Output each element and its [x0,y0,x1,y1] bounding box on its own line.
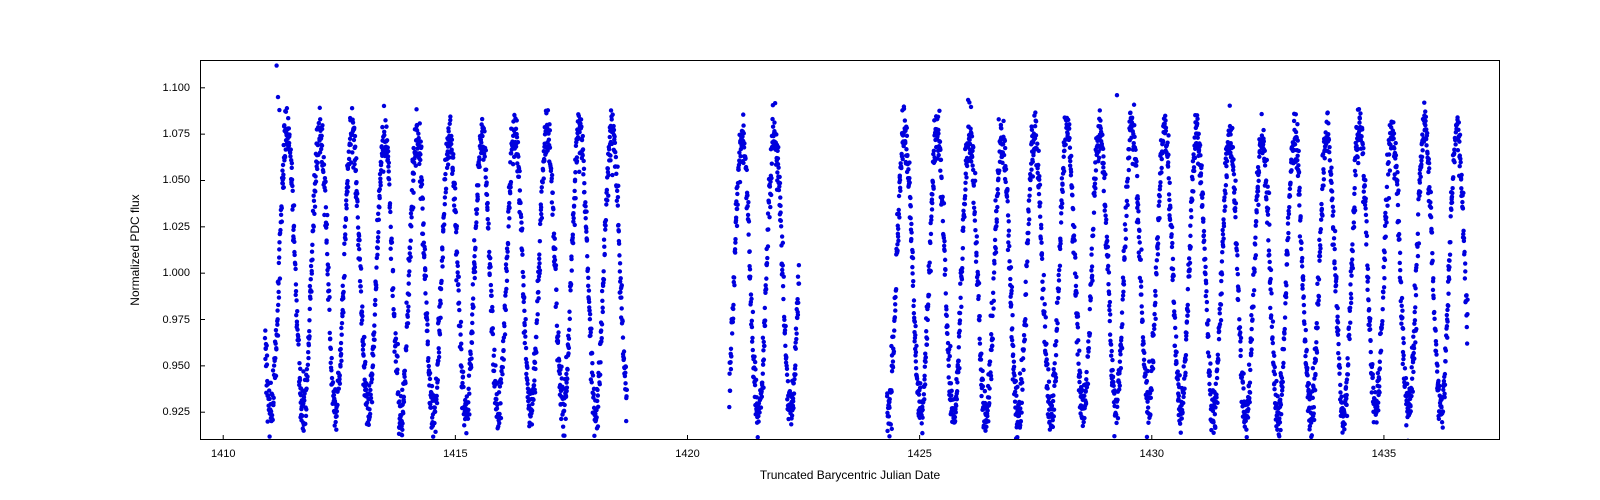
y-tick-label: 1.075 [140,128,190,140]
y-tick-label: 1.050 [140,174,190,186]
y-axis-label: Normalized PDC flux [128,194,142,305]
y-tick-label: 1.100 [140,82,190,94]
y-tick-label: 1.025 [140,221,190,233]
y-tick-label: 1.000 [140,267,190,279]
x-axis-label: Truncated Barycentric Julian Date [760,468,940,482]
x-tick-label: 1425 [907,448,931,460]
light-curve-chart: 1410 1415 1420 1425 1430 1435 0.925 0.950 0.975… [0,0,1600,500]
scatter-canvas [200,60,1500,440]
x-tick-label: 1420 [675,448,699,460]
x-tick-label: 1410 [211,448,235,460]
y-tick-label: 0.925 [140,406,190,418]
x-tick-label: 1435 [1372,448,1396,460]
x-tick-label: 1430 [1140,448,1164,460]
y-tick-label: 0.950 [140,360,190,372]
plot-area [200,60,1500,440]
x-tick-label: 1415 [443,448,467,460]
y-tick-label: 0.975 [140,314,190,326]
